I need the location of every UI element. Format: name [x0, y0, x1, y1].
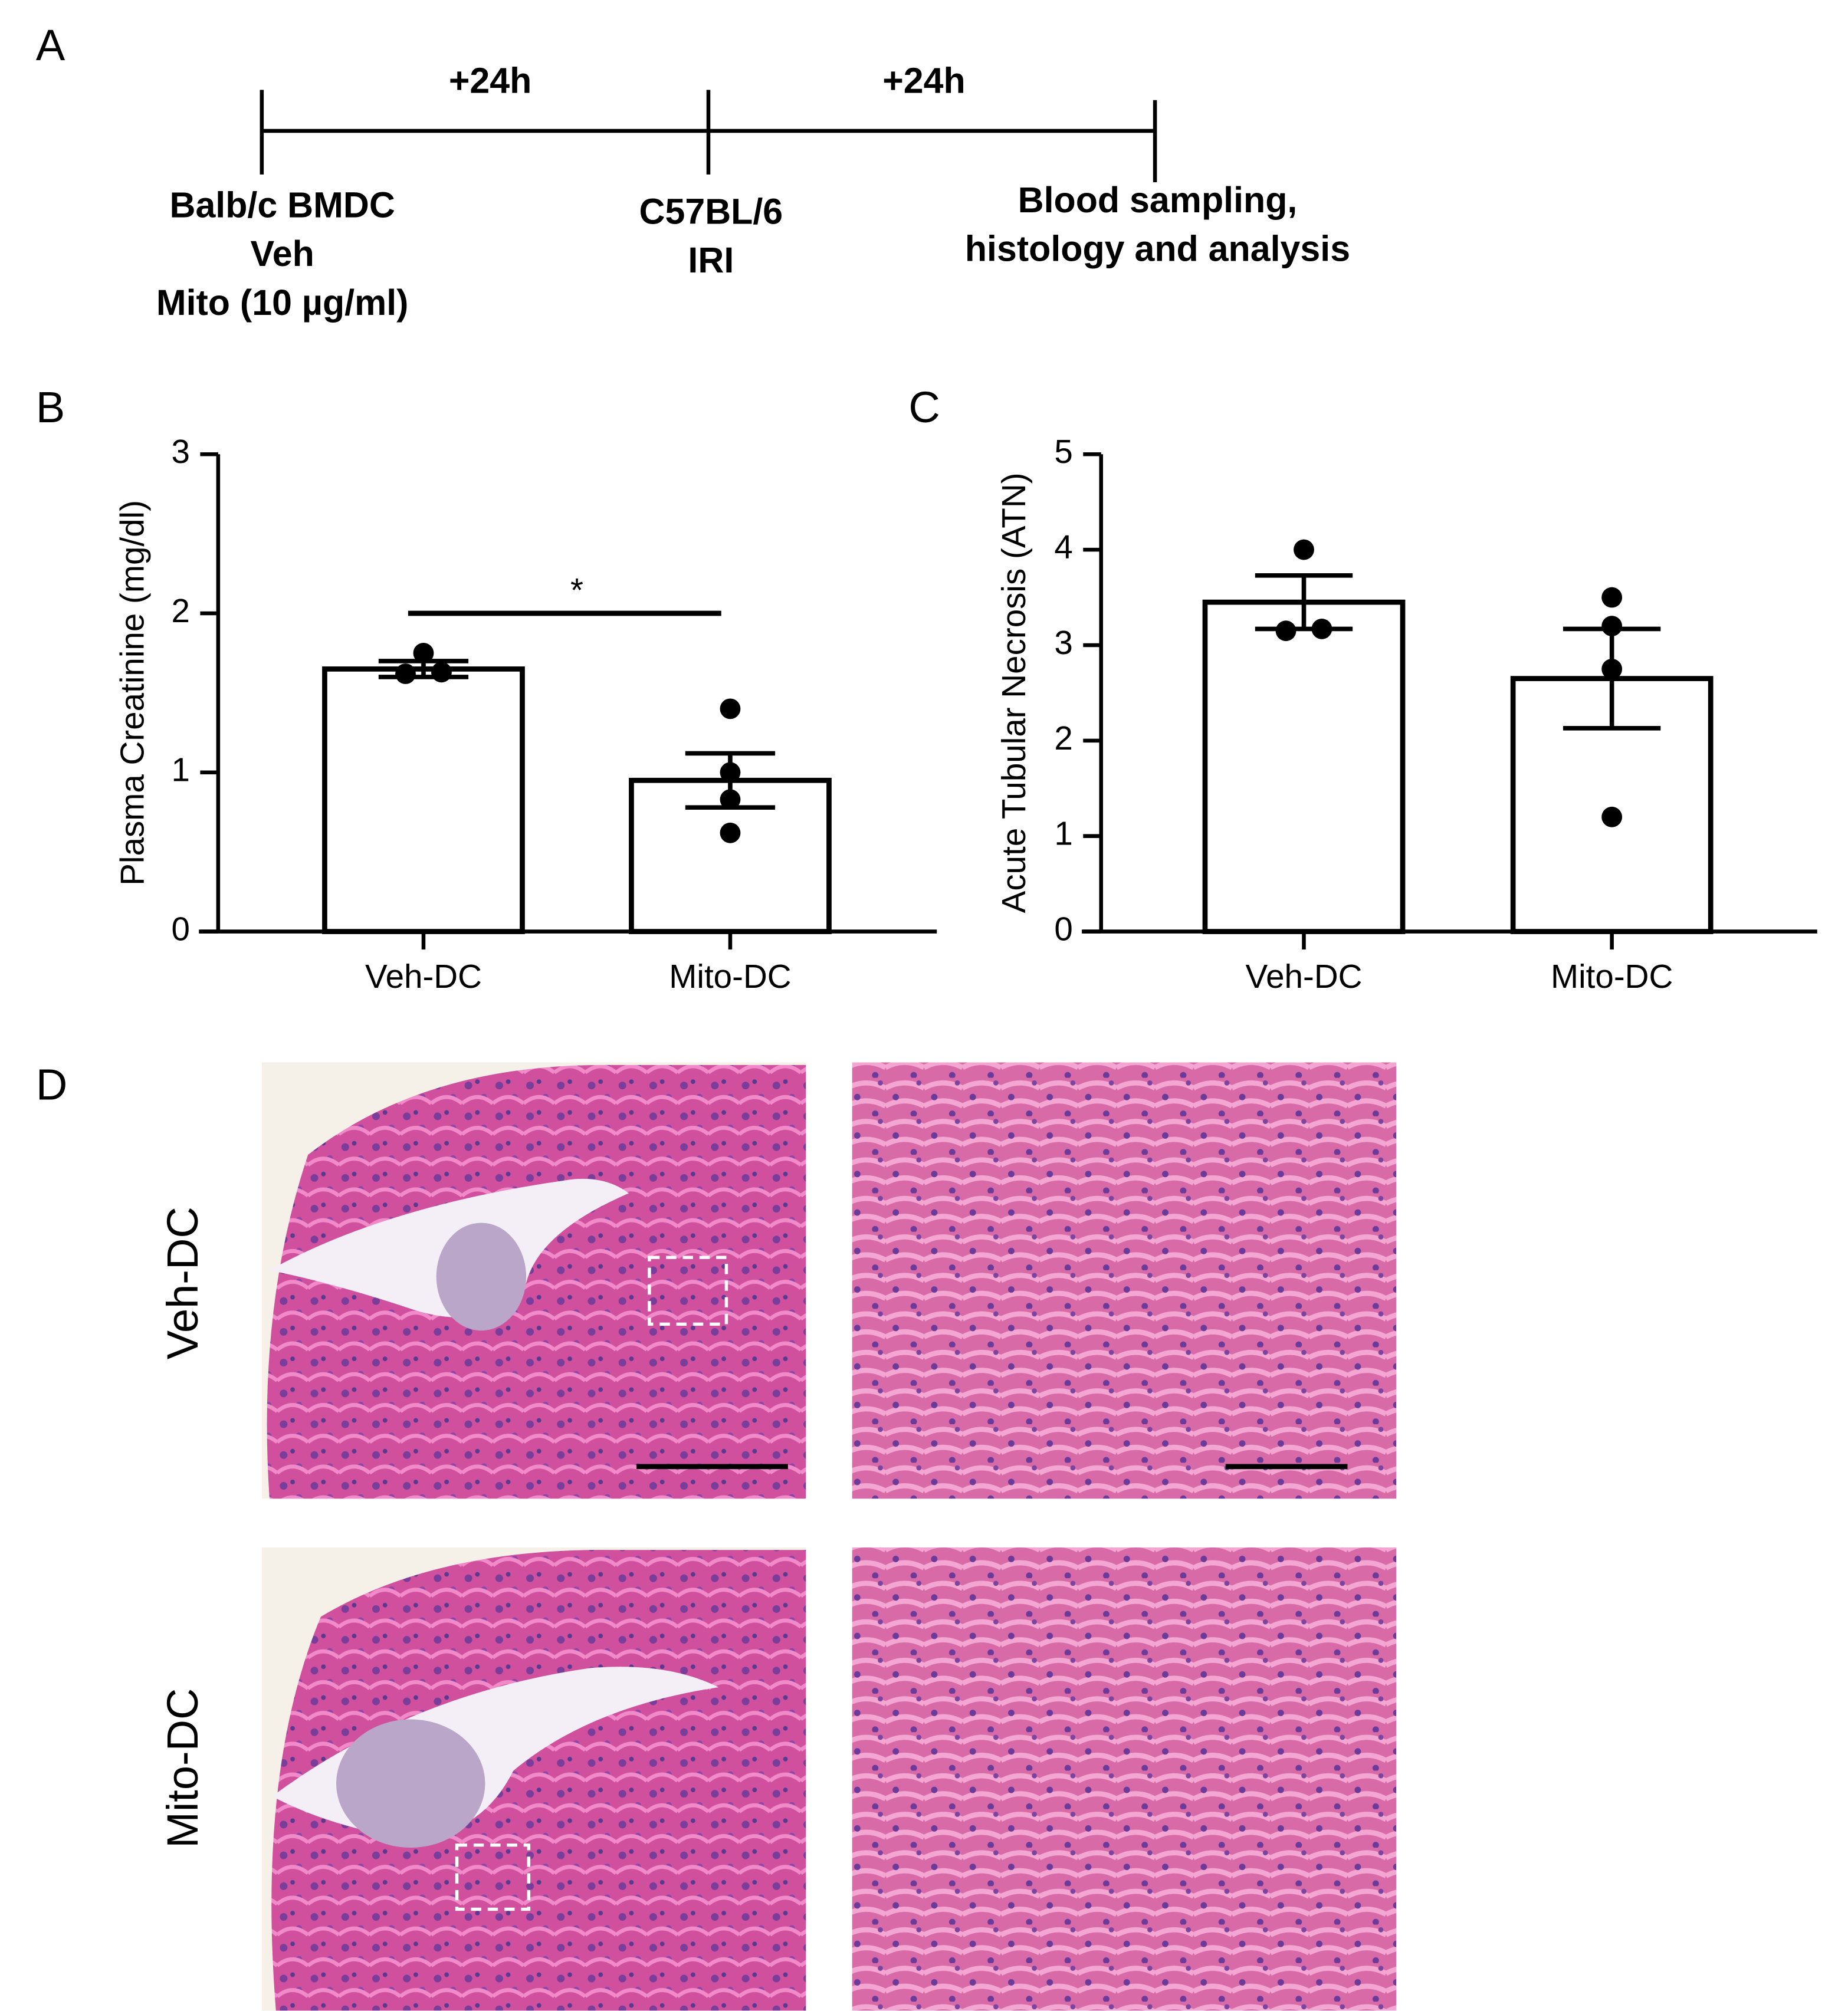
data-point [1601, 616, 1623, 636]
y-axis-label: Acute Tubular Necrosis (ATN) [995, 472, 1032, 913]
data-point [720, 762, 741, 783]
data-point [1294, 539, 1314, 560]
y-tick-label: 2 [172, 592, 190, 629]
data-point [1311, 619, 1332, 639]
y-tick-label: 1 [1054, 815, 1072, 852]
data-point [413, 643, 434, 663]
histology-panels [261, 1062, 1397, 2011]
y-tick-label: 3 [1054, 624, 1072, 661]
panel-label: A [36, 21, 65, 70]
y-tick-label: 3 [172, 433, 190, 470]
data-point [720, 822, 741, 843]
interval-label: +24h [882, 61, 966, 101]
step-label: Veh [250, 234, 314, 274]
data-point [720, 789, 741, 810]
data-point [1601, 587, 1623, 608]
data-point [1275, 620, 1296, 642]
y-tick-label: 4 [1054, 528, 1072, 566]
y-tick-label: 0 [172, 911, 190, 948]
data-point [431, 662, 452, 683]
x-tick-label: Veh-DC [1246, 958, 1363, 995]
row-label: Veh-DC [158, 1207, 207, 1359]
step-label: Mito (10 µg/ml) [156, 282, 409, 323]
row-label: Mito-DC [158, 1688, 207, 1848]
y-tick-label: 0 [1054, 911, 1072, 948]
x-tick-label: Mito-DC [1551, 958, 1673, 995]
data-point [720, 698, 741, 719]
y-tick-label: 2 [1054, 719, 1072, 757]
step-label: histology and analysis [965, 229, 1350, 269]
panel-label: C [908, 383, 940, 432]
step-label: Blood sampling, [1018, 180, 1298, 220]
panel-label: D [36, 1060, 67, 1109]
timeline [260, 90, 1157, 182]
bar [322, 666, 525, 934]
interval-label: +24h [449, 61, 532, 101]
y-tick-label: 1 [172, 751, 190, 788]
data-point [1601, 659, 1623, 679]
error-bar [1255, 573, 1353, 632]
significance-label: * [570, 571, 583, 609]
x-tick-label: Mito-DC [669, 958, 791, 995]
step-label: Balb/c BMDC [169, 185, 395, 225]
step-label: IRI [688, 240, 734, 280]
y-axis-label: Plasma Creatinine (mg/dl) [113, 500, 150, 886]
bar [1202, 599, 1406, 934]
panel-label: B [36, 383, 65, 432]
x-tick-label: Veh-DC [365, 958, 482, 995]
step-label: C57BL/6 [639, 191, 783, 231]
data-point [1601, 806, 1623, 827]
data-point [395, 663, 416, 684]
y-tick-label: 5 [1054, 433, 1072, 470]
